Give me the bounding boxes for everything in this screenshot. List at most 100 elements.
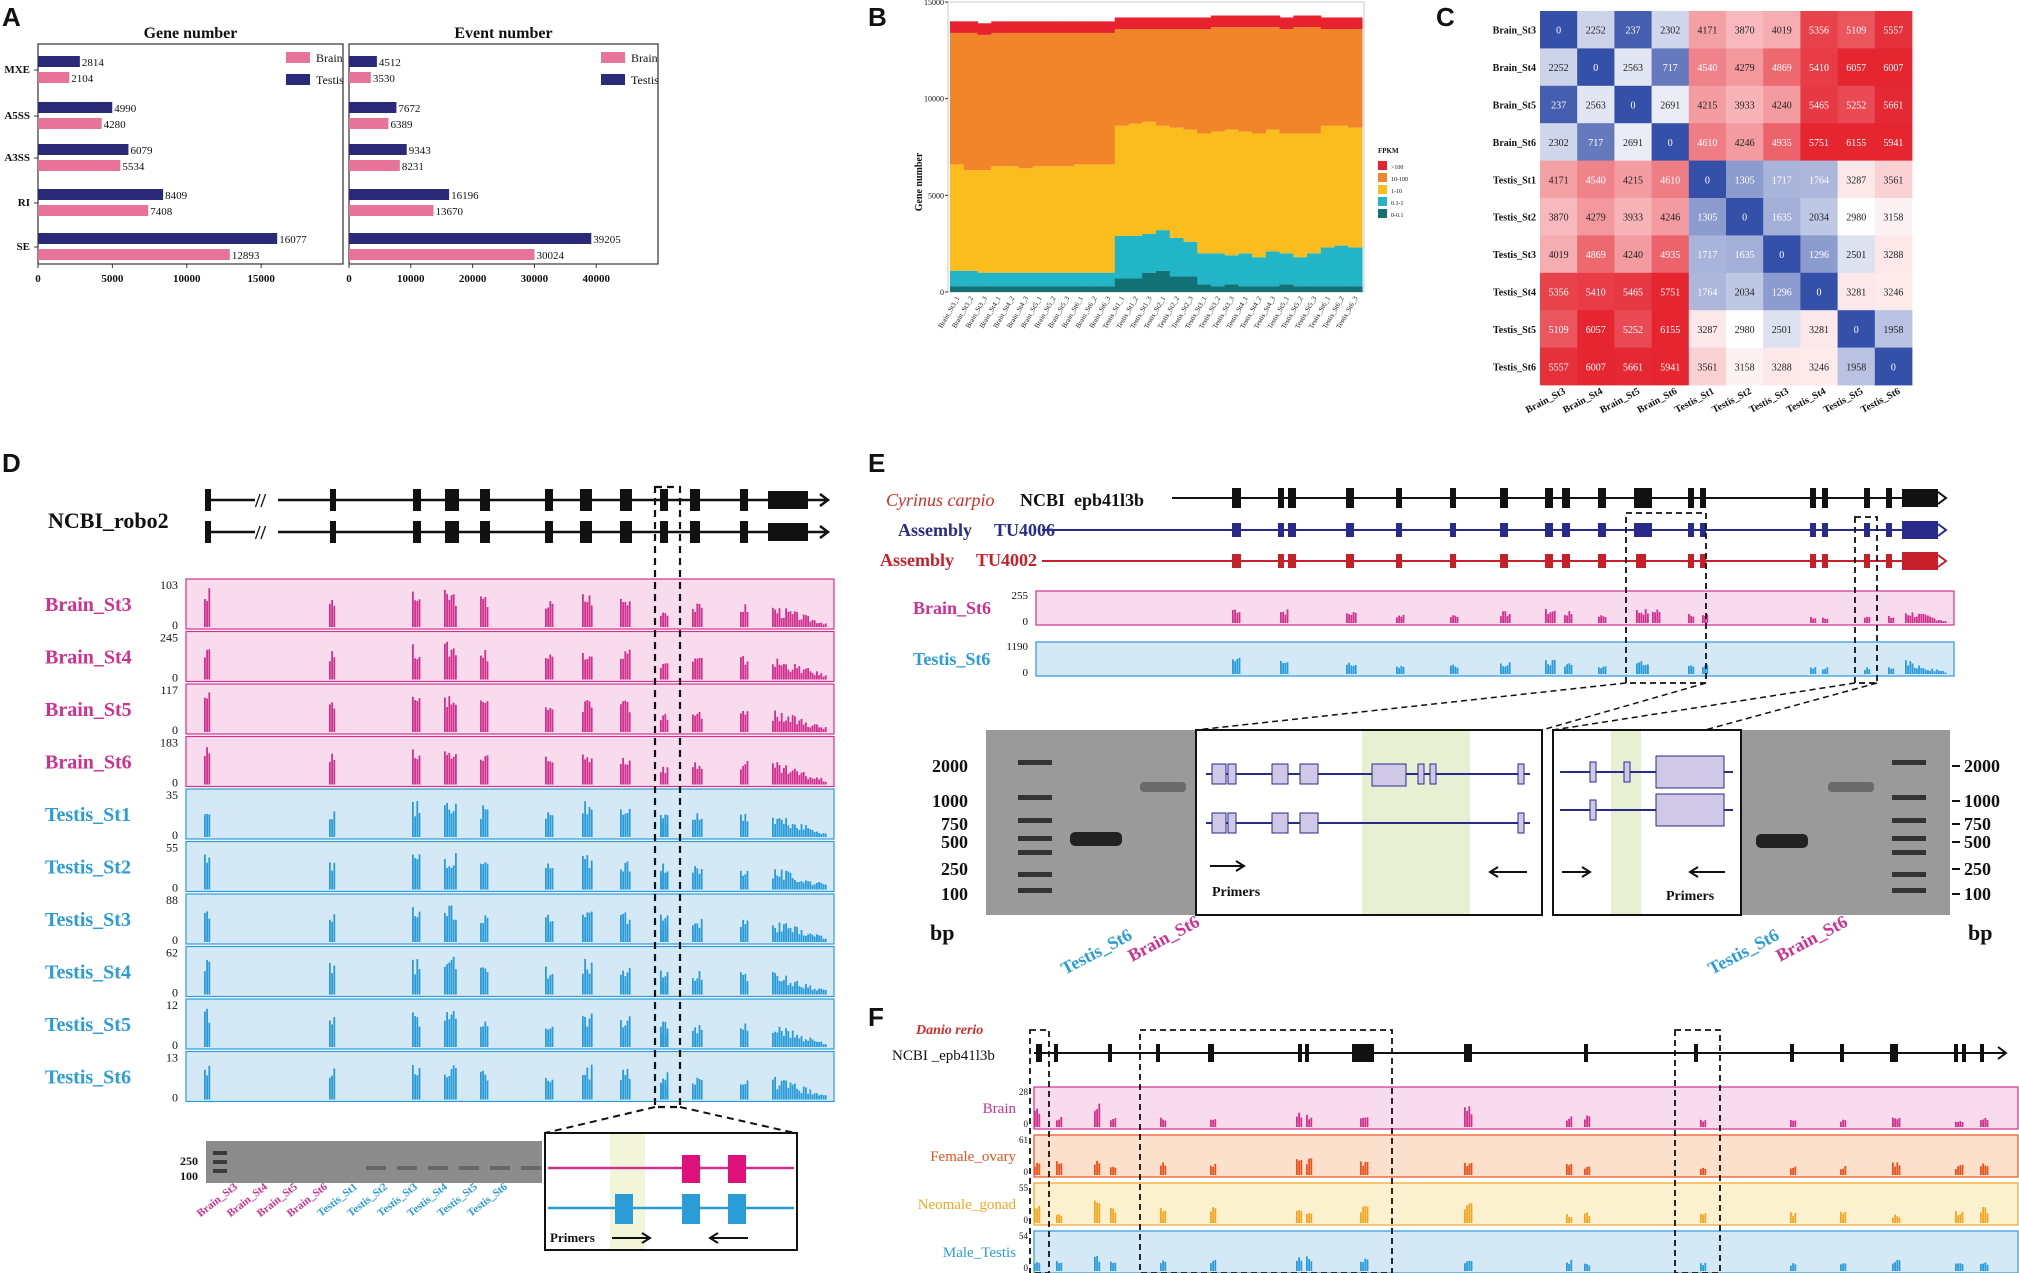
legend-swatch (1378, 197, 1387, 206)
coverage-peak (628, 649, 631, 680)
coverage-peak (1162, 1162, 1164, 1175)
coverage-peak (746, 870, 749, 890)
coverage-peak (802, 771, 805, 785)
gel-marker-left: 2000 (932, 756, 968, 776)
coverage-peak (545, 966, 547, 995)
col-label: Testis_St4 (1785, 386, 1828, 416)
coverage-peak (740, 657, 742, 680)
coverage-peak (1792, 1215, 1794, 1223)
heatmap-cell (1874, 123, 1913, 161)
coverage-peak (822, 729, 825, 732)
exon (1396, 523, 1402, 537)
coverage-peak (486, 1026, 489, 1047)
coverage-peak (820, 672, 823, 680)
coverage-peak (666, 971, 669, 995)
stacked-segment (1348, 247, 1363, 287)
exon (740, 521, 748, 543)
heatmap-cell (1800, 123, 1838, 161)
coverage-peak (1984, 1117, 1987, 1127)
coverage-peak (1300, 1117, 1303, 1127)
coverage-peak (1306, 1256, 1308, 1271)
highlight-dashed-box (1674, 1029, 1721, 1273)
coverage-peak (1545, 608, 1547, 623)
heatmap-value: 0 (1891, 362, 1896, 373)
coverage-peak (1638, 612, 1640, 623)
coverage-peak (1957, 1263, 1959, 1271)
bar-value-label: 16077 (279, 234, 307, 246)
stacked-segment (1073, 21, 1088, 33)
heatmap-cell (1874, 310, 1913, 348)
panel-label-c: C (1436, 2, 1455, 32)
coverage-peak (418, 1067, 421, 1100)
heatmap-value: 2980 (1735, 325, 1755, 336)
coverage-peak (664, 1079, 667, 1100)
coverage-peak (1792, 1120, 1794, 1127)
coverage-peak (822, 938, 825, 942)
coverage-peak (448, 599, 451, 627)
coverage-peak (820, 1094, 823, 1100)
coverage-peak (545, 1077, 547, 1100)
exon (1962, 1044, 1966, 1062)
legend-swatch-testis (601, 74, 625, 85)
exon (1886, 554, 1892, 568)
heatmap-cell (1800, 11, 1838, 49)
coverage-peak (1894, 1214, 1896, 1223)
coverage-peak (455, 605, 457, 627)
coverage-peak (628, 760, 631, 785)
coverage-peak (446, 916, 448, 942)
coverage-peak (796, 980, 798, 995)
coverage-peak (624, 651, 627, 680)
zebrafish-species-label: Danio rerio (915, 1023, 983, 1038)
coverage-peak (450, 649, 453, 680)
coverage-peak (206, 862, 208, 890)
heatmap-cell (1688, 347, 1727, 386)
coverage-peak (1298, 1112, 1300, 1127)
heatmap-value: 3281 (1809, 325, 1829, 336)
category-label: SE (17, 241, 30, 253)
stacked-segment (963, 170, 979, 271)
coverage-peak (547, 978, 549, 995)
exon (1954, 1044, 1958, 1062)
coverage-peak (1400, 616, 1403, 623)
assembly2-name: TU4002 (976, 550, 1037, 570)
coverage-peak (785, 923, 787, 942)
coverage-peak (807, 828, 809, 837)
coverage-peak (549, 601, 552, 627)
coverage-peak (1702, 1121, 1704, 1127)
heatmap-cell (1688, 11, 1727, 49)
track-name: Brain_St3 (45, 594, 132, 616)
heatmap-value: 3561 (1883, 175, 1903, 186)
coverage-peak (1162, 1211, 1164, 1223)
y-tick-label: 0 (940, 288, 944, 297)
bar-value-label: 2814 (82, 57, 105, 69)
coverage-peak (1644, 609, 1647, 623)
coverage-peak (1038, 1113, 1041, 1127)
coverage-peak (1984, 1262, 1987, 1271)
coverage-peak (545, 917, 547, 942)
coverage-peak (700, 607, 703, 627)
coverage-peak (742, 765, 744, 785)
coverage-peak (545, 657, 547, 680)
y-tick-label: 15000 (924, 0, 944, 7)
zoom-connector (1704, 682, 1878, 731)
exon-utr (1902, 521, 1938, 539)
gel-image-left (986, 730, 1196, 915)
coverage-peak (486, 972, 489, 995)
stacked-segment (1197, 133, 1212, 254)
coverage-peak (1364, 1205, 1367, 1223)
stacked-segment (1320, 247, 1336, 287)
legend-label: 1-10 (1391, 189, 1402, 195)
exon (1634, 488, 1652, 508)
coverage-peak (787, 985, 790, 995)
coverage-peak (624, 976, 627, 995)
coverage-peak (740, 611, 742, 627)
coverage-peak (444, 751, 446, 785)
coverage-peak (776, 1032, 779, 1047)
heatmap-value: 3288 (1772, 362, 1792, 373)
coverage-peak (590, 1013, 593, 1047)
gel-ladder-band (1892, 850, 1926, 855)
coverage-peak (586, 814, 589, 837)
stacked-segment (1252, 133, 1267, 258)
gel-marker-right: 2000 (1964, 756, 2000, 776)
coverage-peak (802, 724, 805, 732)
